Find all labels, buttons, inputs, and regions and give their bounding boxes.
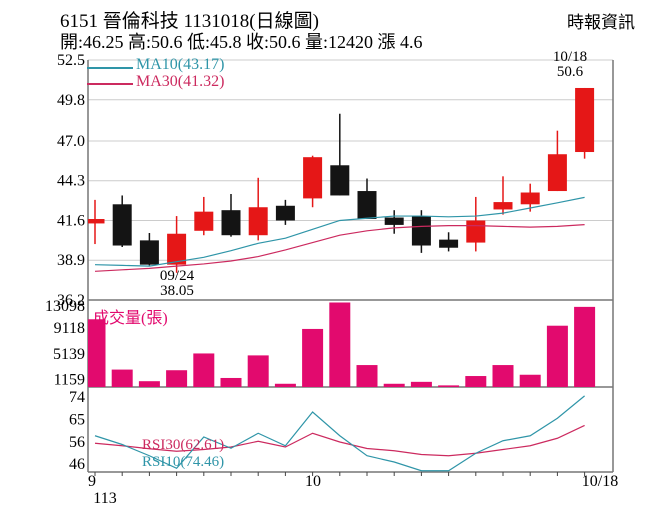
price-tick-label: 41.6 — [57, 212, 85, 229]
volume-bar — [465, 376, 487, 387]
rsi-tick-label: 56 — [69, 434, 85, 451]
volume-tick-label: 9118 — [54, 320, 85, 337]
x-axis-label-month-10: 10 — [305, 473, 321, 490]
candle-body — [330, 165, 350, 196]
rsi-tick-label: 74 — [69, 389, 85, 406]
last-candle-annotation: 10/18 50.6 — [538, 50, 602, 80]
volume-bar — [166, 370, 188, 387]
price-tick-label: 49.8 — [57, 92, 85, 109]
candle-body — [303, 157, 323, 199]
volume-bar — [492, 365, 514, 387]
brand-label: 時報資訊 — [567, 13, 635, 32]
volume-bar — [193, 353, 215, 387]
candle-body — [194, 211, 214, 231]
volume-bar — [329, 302, 351, 387]
candle-body — [575, 87, 595, 153]
candle-body — [520, 192, 540, 205]
ma10-line — [94, 196, 585, 267]
rsi10-line — [94, 395, 585, 472]
price-tick-label: 52.5 — [57, 52, 85, 69]
candle-body — [167, 233, 187, 265]
rsi10-legend-label: RSI10(74.46) — [142, 454, 225, 470]
volume-tick-label: 13098 — [45, 298, 85, 315]
candle-body — [411, 216, 431, 246]
volume-bar — [302, 328, 324, 387]
rsi-tick-label: 65 — [69, 412, 85, 429]
ma30-line — [94, 224, 585, 272]
candle-body — [248, 207, 268, 236]
volume-bar — [220, 377, 242, 387]
candle-body — [547, 154, 567, 192]
x-axis-label-last-date: 10/18 — [581, 473, 619, 490]
annotation-price: 50.6 — [556, 64, 584, 80]
volume-pane-label: 成交量(張) — [93, 310, 168, 327]
candle-body — [466, 220, 486, 243]
volume-bar — [574, 306, 596, 387]
volume-bar — [247, 355, 269, 387]
volume-bar — [111, 369, 133, 387]
volume-tick-label: 1159 — [54, 372, 85, 389]
price-tick-label: 36.2 — [57, 292, 85, 309]
volume-bar — [356, 365, 378, 387]
x-axis-year-label: 113 — [93, 490, 117, 507]
ohlc-stats: 開:46.25 高:50.6 低:45.8 收:50.6 量:12420 漲 4… — [60, 32, 423, 52]
ma10-legend-line — [87, 67, 133, 69]
candle-body — [221, 210, 241, 236]
candle-body — [357, 191, 377, 220]
chart-title: 6151 晉倫科技 1131018(日線圖) — [60, 11, 319, 32]
volume-bar — [138, 381, 160, 387]
annotation-date: 10/18 — [552, 49, 588, 65]
volume-tick-label: 5139 — [53, 346, 85, 363]
candle-body — [493, 202, 513, 210]
annotation-date: 09/24 — [159, 268, 195, 284]
volume-bar — [519, 374, 541, 387]
ma10-legend-label: MA10(43.17) — [136, 56, 225, 73]
volume-bar — [546, 325, 568, 387]
price-tick-label: 47.0 — [57, 133, 85, 150]
candle-body — [384, 217, 404, 225]
rsi-tick-label: 46 — [69, 456, 85, 473]
candle-body — [439, 239, 459, 248]
candle-body — [88, 219, 105, 224]
session-low-annotation: 09/24 38.05 — [145, 269, 209, 299]
candle-body — [112, 204, 132, 246]
annotation-price: 38.05 — [160, 283, 194, 299]
price-tick-label: 38.9 — [57, 252, 85, 269]
volume-bar — [88, 319, 106, 387]
ma30-legend-label: MA30(41.32) — [136, 73, 225, 90]
rsi30-legend-label: RSI30(62.61) — [142, 437, 225, 453]
volume-bar — [410, 381, 432, 387]
volume-bar — [274, 383, 296, 387]
rsi30-line — [94, 424, 585, 457]
price-tick-label: 44.3 — [57, 173, 85, 190]
candle-body — [139, 240, 159, 265]
candle-body — [275, 205, 295, 221]
x-axis-label-month-9: 9 — [88, 473, 96, 490]
ma30-legend-line — [87, 83, 133, 85]
volume-bar — [383, 383, 405, 387]
volume-bar — [438, 385, 460, 387]
